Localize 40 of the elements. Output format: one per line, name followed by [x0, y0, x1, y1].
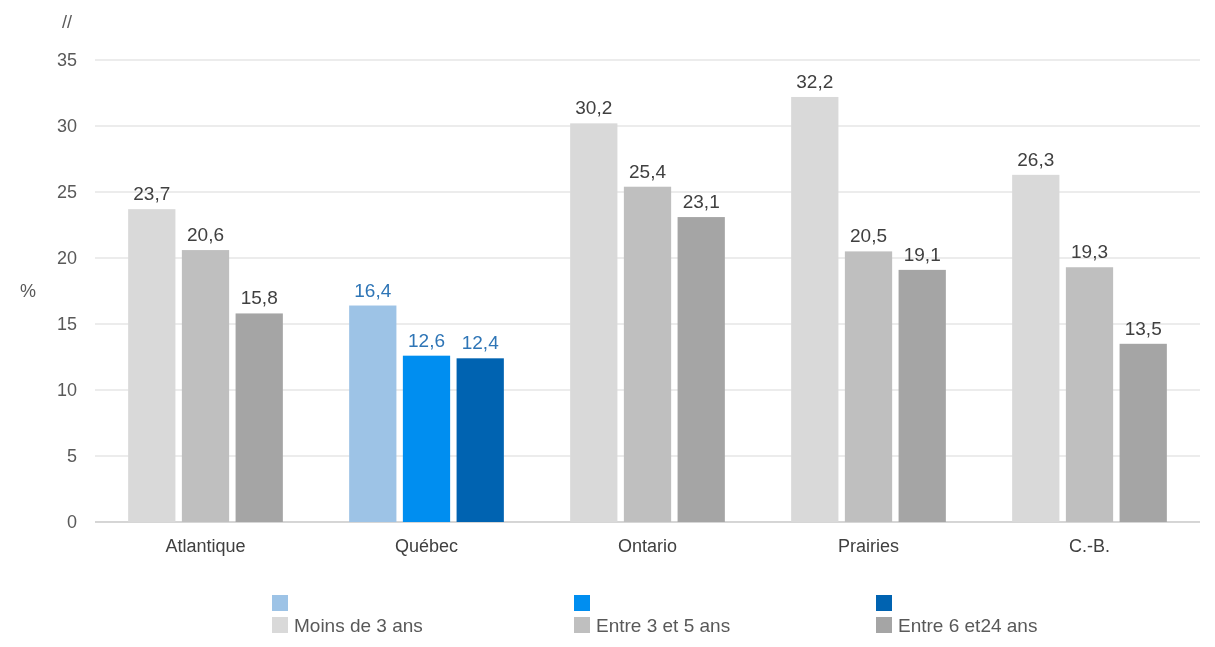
y-axis-title: %	[20, 281, 37, 302]
legend-label: Entre 6 et24 ans	[898, 614, 1038, 636]
y-tick-label: 30	[56, 116, 77, 137]
legend-label: Entre 3 et 5 ans	[596, 614, 731, 636]
data-label: 13,5	[1124, 317, 1162, 339]
bar	[898, 269, 946, 522]
y-tick-label: 15	[56, 314, 77, 335]
y-tick-label: 20	[56, 248, 77, 269]
data-label: 19,3	[1071, 241, 1108, 263]
text: //	[62, 12, 73, 32]
legend-label: Moins de 3 ans	[294, 614, 423, 636]
bar	[1119, 343, 1167, 522]
data-label: 15,8	[240, 287, 278, 309]
x-tick-label: C.-B.	[1068, 536, 1111, 556]
data-label: 32,2	[796, 70, 834, 92]
x-tick-label: Québec	[394, 536, 459, 556]
bar	[456, 358, 504, 522]
x-tick-label: Prairies	[837, 536, 900, 556]
data-label: 26,3	[1017, 148, 1055, 170]
y-tick-label: 10	[56, 380, 77, 401]
data-label: 23,1	[682, 191, 720, 213]
data-label: 20,5	[850, 225, 887, 247]
y-tick-label: 0	[66, 512, 77, 533]
data-label: 20,6	[187, 224, 224, 246]
bar	[349, 305, 397, 522]
data-label: 12,4	[461, 332, 500, 354]
bar	[402, 355, 451, 522]
x-tick-label: Atlantique	[165, 536, 246, 556]
data-label: 30,2	[575, 97, 613, 119]
data-label: 23,7	[133, 183, 171, 205]
data-label: 19,1	[903, 243, 941, 265]
data-label: 25,4	[629, 160, 667, 182]
bar	[677, 217, 725, 522]
data-label: 12,6	[408, 329, 445, 351]
bar	[235, 313, 283, 522]
x-tick-label: Ontario	[617, 536, 678, 556]
y-tick-label: 5	[66, 446, 77, 467]
y-tick-label: 35	[56, 50, 77, 71]
data-label: 16,4	[354, 279, 392, 301]
y-tick-label: 25	[56, 182, 77, 203]
